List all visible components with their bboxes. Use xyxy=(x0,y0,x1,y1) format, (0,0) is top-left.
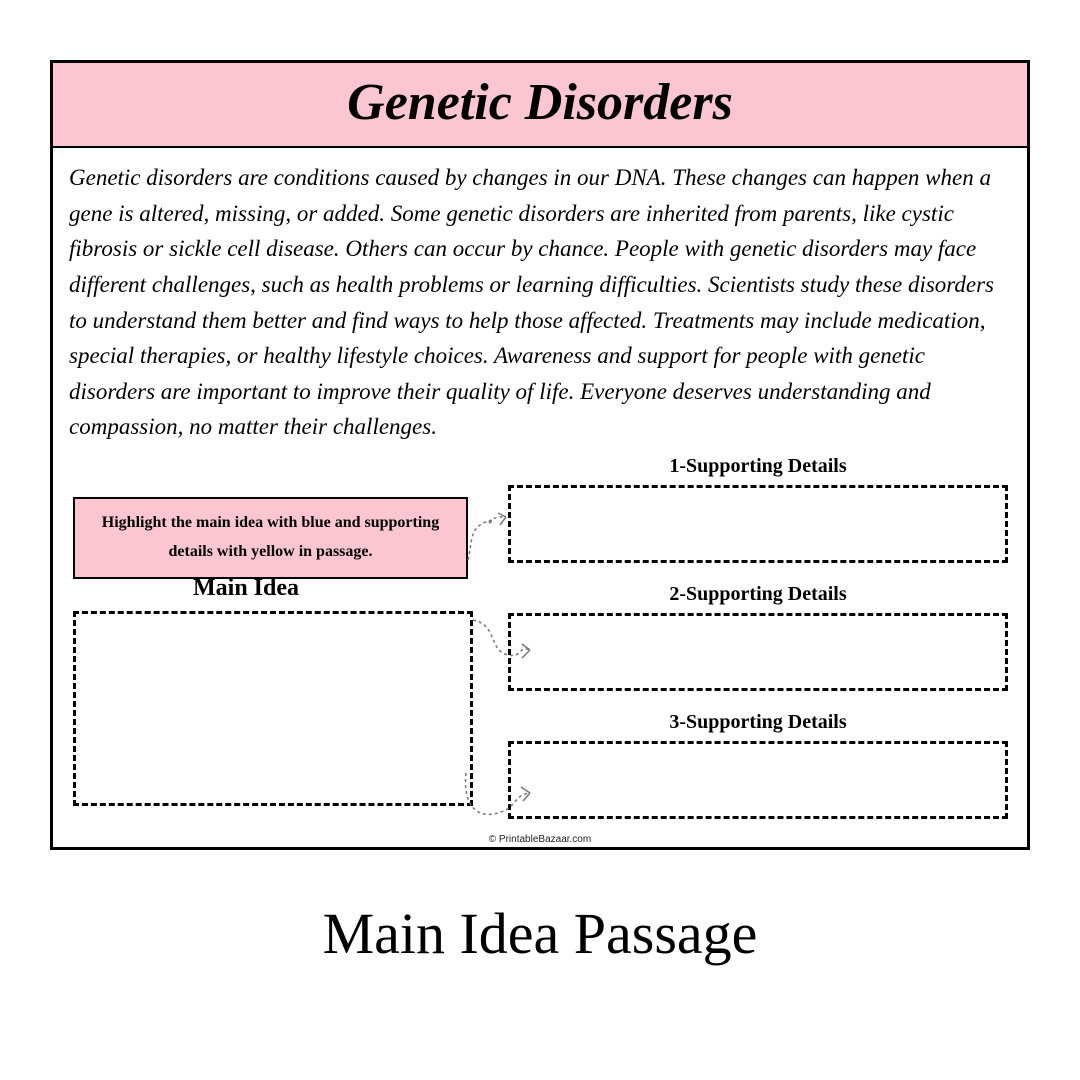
instruction-box: Highlight the main idea with blue and su… xyxy=(73,497,468,579)
detail-2-label: 2-Supporting Details xyxy=(508,583,1008,606)
reading-passage: Genetic disorders are conditions caused … xyxy=(53,148,1027,455)
detail-3-input-box[interactable] xyxy=(508,741,1008,819)
page-caption: Main Idea Passage xyxy=(0,900,1080,967)
detail-1-label: 1-Supporting Details xyxy=(508,455,1008,478)
graphic-organizer: Highlight the main idea with blue and su… xyxy=(53,455,1027,885)
detail-2-input-box[interactable] xyxy=(508,613,1008,691)
detail-3-label: 3-Supporting Details xyxy=(508,711,1008,734)
main-idea-label: Main Idea xyxy=(193,575,299,602)
detail-1-input-box[interactable] xyxy=(508,485,1008,563)
main-idea-input-box[interactable] xyxy=(73,611,473,806)
worksheet-title: Genetic Disorders xyxy=(53,73,1027,132)
title-bar: Genetic Disorders xyxy=(53,63,1027,148)
footer-credit: © PrintableBazaar.com xyxy=(53,834,1027,845)
worksheet-frame: Genetic Disorders Genetic disorders are … xyxy=(50,60,1030,850)
